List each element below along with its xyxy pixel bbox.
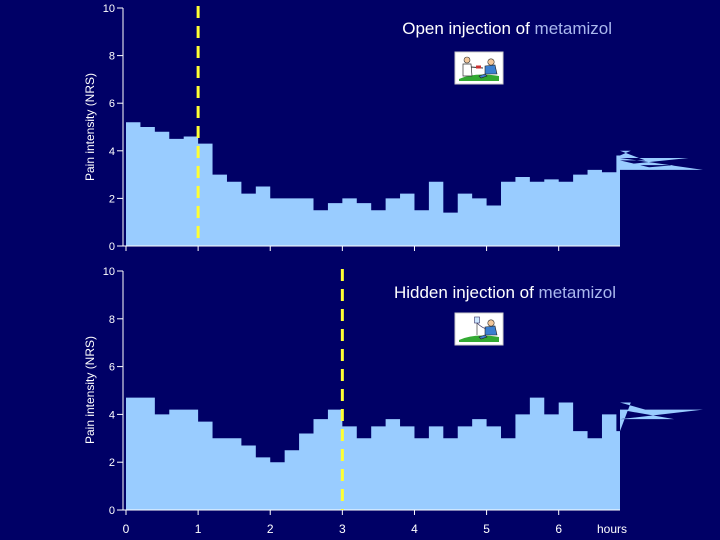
x-tick-label: 4: [411, 522, 418, 536]
y-tick-label: 8: [109, 51, 115, 63]
y-tick-label: 4: [109, 409, 115, 421]
chart-panel-2: 0 2 4 6 8 10 0 1 2 3 4 5 6 hours Pain intensity (NRS) H…: [83, 266, 703, 536]
doctor-head: [463, 56, 471, 64]
y-axis-label: Pain intensity (NRS): [83, 336, 97, 444]
iv-bag: [474, 316, 480, 324]
doctor-injecting-patient-icon: [454, 51, 504, 85]
x-tick-label: 0: [123, 522, 130, 536]
x-axis-label: hours: [597, 522, 627, 536]
y-tick-label: 2: [109, 457, 115, 469]
pain-area-series: [126, 122, 703, 246]
grass-shape: [459, 335, 499, 342]
chart-panel-1: 0 2 4 6 8 10 Pain intensity (NRS) Open injectio…: [83, 3, 703, 253]
panel-title: Hidden injection of metamizol: [394, 283, 616, 302]
title-drug-name: metamizol: [535, 19, 612, 38]
patient-head: [487, 319, 495, 327]
patient-head: [487, 58, 495, 66]
patient-leg: [478, 73, 488, 79]
y-tick-label: 6: [109, 98, 115, 110]
x-tick-label: 6: [555, 522, 562, 536]
patient-with-iv-icon: [454, 312, 504, 346]
syringe-barrel: [476, 65, 481, 69]
y-axis-label: Pain intensity (NRS): [83, 73, 97, 181]
title-drug-name: metamizol: [539, 283, 616, 302]
y-tick-label: 6: [109, 362, 115, 374]
x-tick-label: 1: [195, 522, 202, 536]
x-tick-label: 2: [267, 522, 274, 536]
patient-body: [484, 64, 498, 75]
title-prefix: Hidden injection of: [394, 283, 539, 302]
x-tick-label: 5: [483, 522, 490, 536]
pain-area-series: [126, 397, 703, 510]
y-tick-label: 10: [103, 266, 115, 278]
y-tick-label: 0: [109, 241, 115, 253]
title-prefix: Open injection of: [402, 19, 534, 38]
x-tick-label: 3: [339, 522, 346, 536]
panel-title: Open injection of metamizol: [402, 19, 612, 38]
y-tick-label: 8: [109, 314, 115, 326]
doctor-coat: [462, 63, 473, 77]
iv-tube: [476, 322, 487, 330]
y-tick-label: 0: [109, 505, 115, 517]
patient-body: [484, 325, 498, 336]
y-tick-label: 4: [109, 146, 115, 158]
y-tick-label: 2: [109, 193, 115, 205]
patient-leg: [478, 334, 488, 340]
y-tick-label: 10: [103, 3, 115, 15]
